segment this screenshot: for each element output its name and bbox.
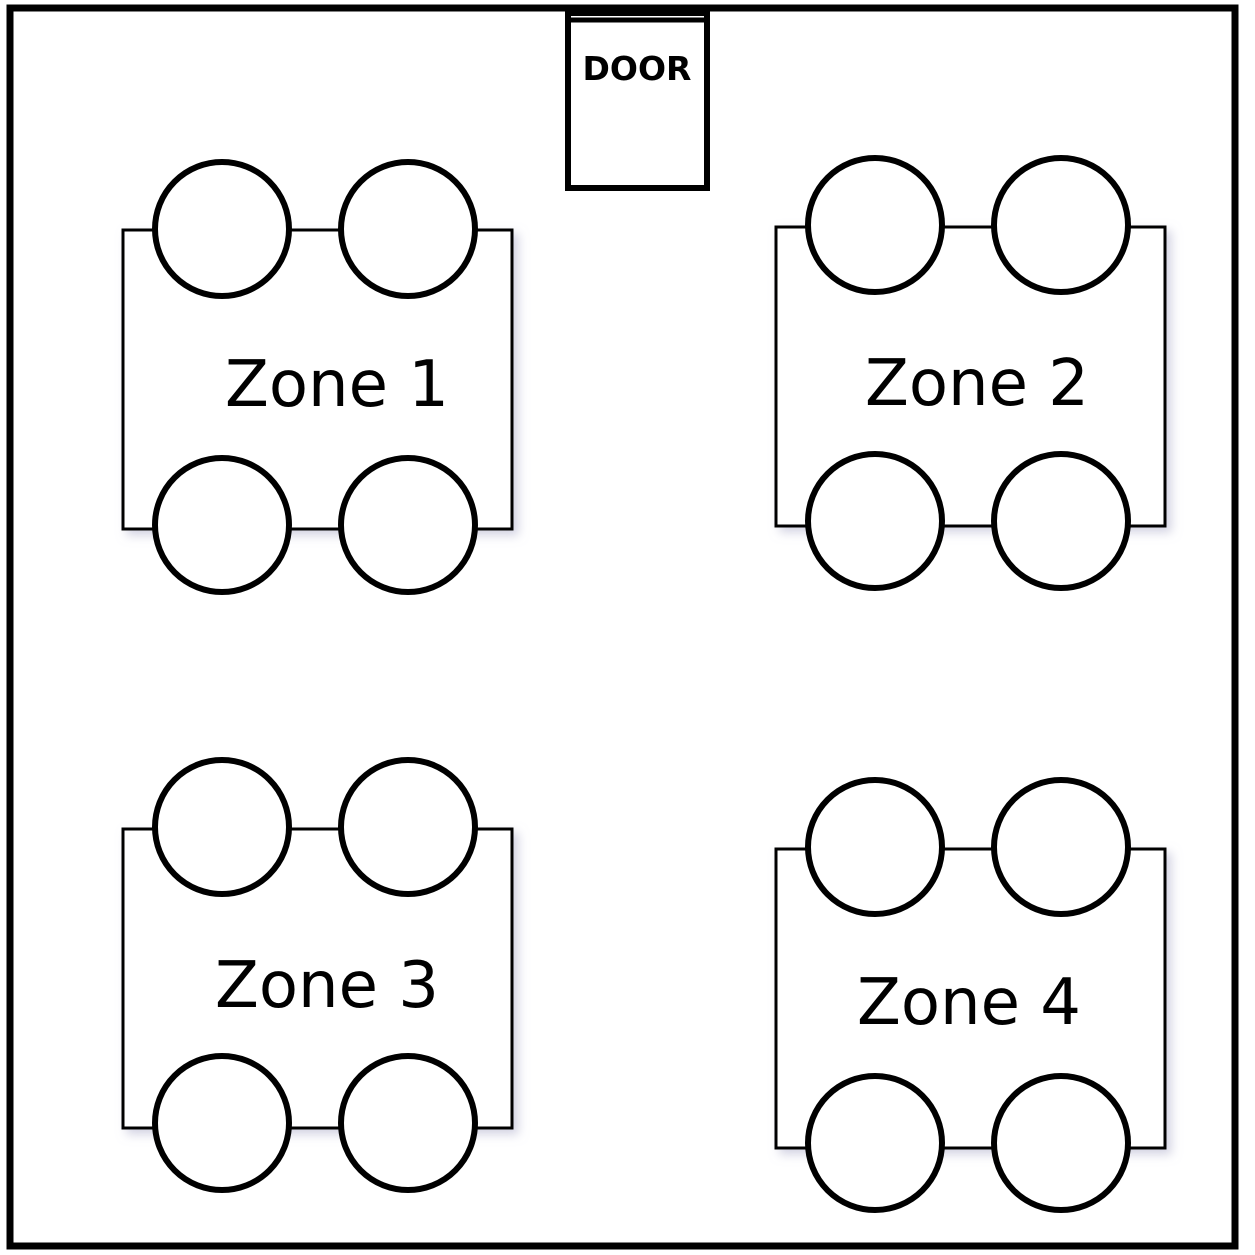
door-frame	[565, 10, 710, 191]
door-label: DOOR	[583, 49, 692, 88]
zone-3-seat	[338, 757, 478, 897]
zone-1-seat	[338, 159, 478, 299]
zone-3-label: Zone 3	[215, 949, 439, 1023]
zone-2-seat	[805, 155, 945, 295]
zone-1-label: Zone 1	[225, 348, 449, 422]
zone-1: Zone 1	[121, 159, 514, 595]
zone-3-seat	[152, 1053, 292, 1193]
zone-4-seat	[991, 1073, 1131, 1213]
zone-4-seat	[991, 777, 1131, 917]
zone-1-seat	[152, 455, 292, 595]
zone-3-seat	[152, 757, 292, 897]
zone-2: Zone 2	[774, 155, 1167, 591]
door: DOOR	[565, 10, 710, 191]
zone-4-seat	[805, 1073, 945, 1213]
zone-1-seat	[152, 159, 292, 299]
zone-4-seat	[805, 777, 945, 917]
zone-1-seat	[338, 455, 478, 595]
zone-2-seat	[805, 451, 945, 591]
zone-4: Zone 4	[774, 777, 1167, 1213]
zone-3: Zone 3	[121, 757, 514, 1193]
zone-4-label: Zone 4	[857, 966, 1081, 1040]
zone-2-seat	[991, 155, 1131, 295]
zone-2-label: Zone 2	[865, 347, 1089, 421]
zone-3-seat	[338, 1053, 478, 1193]
zone-2-seat	[991, 451, 1131, 591]
